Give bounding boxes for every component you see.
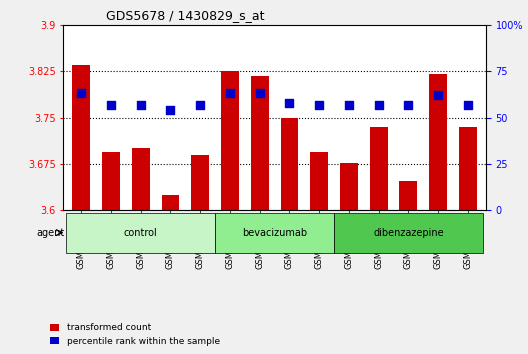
Point xyxy=(166,107,175,113)
Point xyxy=(256,91,264,96)
Text: agent: agent xyxy=(36,228,65,238)
Bar xyxy=(162,195,180,210)
Bar xyxy=(400,181,417,210)
Point xyxy=(345,102,353,107)
FancyBboxPatch shape xyxy=(67,212,215,253)
Bar xyxy=(340,163,358,210)
Text: GDS5678 / 1430829_s_at: GDS5678 / 1430829_s_at xyxy=(106,9,264,22)
Text: dibenzazepine: dibenzazepine xyxy=(373,228,444,238)
Bar xyxy=(102,152,120,210)
Bar xyxy=(370,127,388,210)
Bar xyxy=(221,71,239,210)
Bar xyxy=(251,75,269,210)
Point xyxy=(374,102,383,107)
Bar xyxy=(280,118,298,210)
Point xyxy=(136,102,145,107)
Point xyxy=(434,92,442,98)
Bar xyxy=(459,127,477,210)
Bar xyxy=(132,148,149,210)
Text: bevacizumab: bevacizumab xyxy=(242,228,307,238)
Point xyxy=(107,102,115,107)
Text: control: control xyxy=(124,228,157,238)
Bar xyxy=(310,152,328,210)
FancyBboxPatch shape xyxy=(215,212,334,253)
Bar xyxy=(429,74,447,210)
Point xyxy=(196,102,204,107)
Point xyxy=(77,91,86,96)
Bar xyxy=(72,65,90,210)
Point xyxy=(464,102,472,107)
Point xyxy=(285,100,294,105)
FancyBboxPatch shape xyxy=(334,212,483,253)
Point xyxy=(225,91,234,96)
Point xyxy=(404,102,413,107)
Point xyxy=(315,102,324,107)
Bar xyxy=(191,155,209,210)
Legend: transformed count, percentile rank within the sample: transformed count, percentile rank withi… xyxy=(47,320,223,349)
